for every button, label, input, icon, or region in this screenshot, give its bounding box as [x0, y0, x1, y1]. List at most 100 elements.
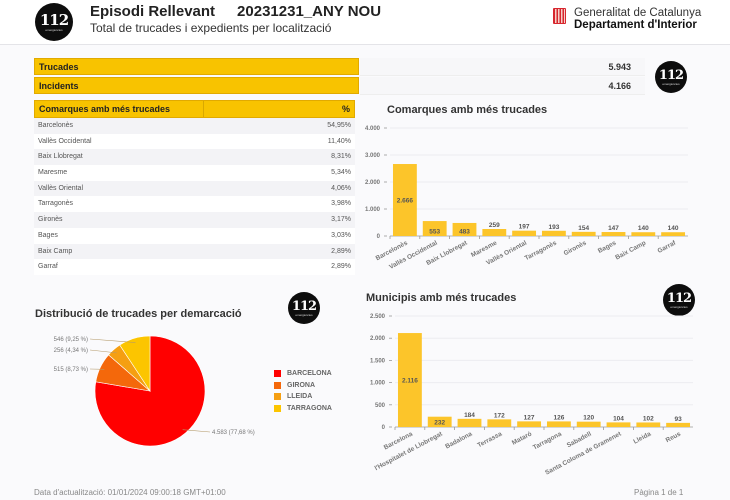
legend-item: TARRAGONA [274, 403, 332, 415]
table-header-name: Comarques amb més trucades [35, 101, 204, 117]
chart-demarcacio: 4.583 (77,68 %) 515 (8,73 %) 256 (4,34 %) 5… [54, 335, 255, 447]
page-subtitle: Total de trucades i expedients per local… [90, 21, 332, 35]
comarca-name: Baix Llobregat [38, 153, 83, 161]
table-row: Maresme 5,34% [34, 165, 355, 181]
y-tick-label: 2.000 [370, 336, 386, 342]
comarca-name: Maresme [38, 169, 68, 177]
y-tick-label: 4.000 [365, 126, 381, 132]
pie-leader-line [182, 429, 211, 433]
bar-value-label: 193 [548, 224, 559, 231]
y-tick-label: 1.000 [365, 207, 381, 213]
bar [457, 418, 482, 427]
y-tick-label: 1.000 [370, 381, 386, 387]
bar-value-label: 2.116 [402, 378, 418, 385]
comarca-pct: 54,95% [327, 122, 351, 129]
x-category-label: Lleida [632, 430, 652, 445]
comarca-pct: 11,40% [327, 137, 351, 145]
bar-value-label: 154 [578, 225, 589, 232]
bar [487, 419, 512, 427]
x-category-label: Terrassa [476, 430, 503, 449]
logo-112: 112 emergències [35, 3, 73, 41]
bar [601, 232, 626, 236]
comarca-name: Barcelonès [38, 122, 74, 129]
bar [427, 416, 452, 427]
pie-leader-line [89, 338, 136, 343]
legend-swatch [274, 404, 281, 412]
legend-item: BARCELONA [274, 368, 332, 380]
y-tick-label: 1.500 [370, 358, 386, 364]
comarques-table: Comarques amb més trucades % Barcelonès 5… [34, 100, 355, 275]
comarca-pct: 3,17% [331, 216, 351, 224]
x-category-label: Garraf [657, 239, 678, 255]
y-tick-label: 2.500 [370, 314, 386, 320]
bar-value-label: 120 [583, 415, 594, 422]
bar-value-label: 140 [668, 225, 679, 232]
bar-value-label: 232 [434, 420, 445, 427]
pie-slice-label: 546 (9,25 %) [54, 337, 88, 343]
update-timestamp: Data d'actualització: 01/01/2024 09:00:1… [34, 488, 226, 497]
y-tick-label: 500 [375, 403, 386, 409]
x-category-label: Gironès [563, 239, 588, 257]
logo-112-pie: 112 emergències [288, 292, 320, 324]
bar [397, 333, 422, 427]
logo-112-kpi: 112 emergències [655, 61, 687, 93]
bar [666, 422, 691, 427]
pie-slice-label: 256 (4,34 %) [54, 348, 88, 354]
x-category-label: Badalona [444, 430, 473, 450]
x-category-label: Reus [665, 430, 683, 444]
chart-comarques-title: Comarques amb més trucades [387, 104, 548, 116]
bar [517, 421, 542, 427]
kpi-label-incidents: Incidents [34, 77, 359, 94]
table-row: Baix Llobregat 8,31% [34, 149, 355, 166]
page-title: Episodi Rellevant 20231231_ANY NOU [90, 3, 381, 20]
pie-legend: BARCELONA GIRONA LLEIDA TARRAGONA [274, 368, 332, 414]
chart-demarcacio-title: Distribució de trucades per demarcació [35, 308, 242, 320]
bar-value-label: 2.666 [397, 198, 414, 205]
bar-value-label: 197 [519, 224, 530, 231]
comarca-name: Vallès Occidental [38, 137, 92, 145]
comarca-name: Vallès Oriental [38, 184, 84, 192]
table-row: Baix Camp 2,89% [34, 243, 355, 260]
bar-value-label: 483 [459, 229, 470, 236]
comarca-pct: 4,06% [331, 184, 351, 192]
org-department: Departament d'Interior [574, 19, 697, 31]
table-row: Vallès Occidental 11,40% [34, 133, 355, 150]
table-row: Barcelonès 54,95% [34, 118, 355, 134]
bar-value-label: 184 [464, 412, 475, 419]
x-category-label: Mataró [511, 431, 533, 447]
chart-municipis: 05001.0001.5002.0002.5002.116Barcelona23… [370, 314, 693, 477]
table-row: Gironès 3,17% [34, 212, 355, 228]
legend-swatch [274, 370, 281, 378]
pie-leader-line [89, 349, 117, 354]
comarca-name: Garraf [38, 263, 58, 271]
bar [422, 221, 447, 236]
table-row: Bages 3,03% [34, 227, 355, 244]
comarca-pct: 3,03% [331, 231, 351, 239]
table-row: Garraf 2,89% [34, 259, 355, 275]
pie-slice-label: 4.583 (77,68 %) [212, 430, 255, 436]
comarca-pct: 8,31% [331, 153, 351, 161]
bar [571, 231, 596, 236]
bar-value-label: 126 [553, 414, 564, 421]
bar [631, 232, 656, 236]
bar-value-label: 102 [643, 415, 654, 422]
bar-value-label: 147 [608, 225, 619, 232]
bar [546, 421, 571, 427]
page-number: Pàgina 1 de 1 [634, 488, 684, 497]
comarca-name: Gironès [38, 216, 63, 224]
y-tick-label: 0 [377, 234, 381, 240]
table-row: Tarragonès 3,98% [34, 196, 355, 213]
legend-label: BARCELONA [287, 370, 332, 378]
kpi-label-trucades: Trucades [34, 58, 359, 75]
y-tick-label: 0 [382, 425, 386, 431]
legend-swatch [274, 381, 281, 389]
kpi-value-incidents: 4.166 [360, 77, 645, 95]
comarca-name: Tarragonès [38, 200, 74, 208]
bar [636, 422, 661, 427]
pie-slice-label: 515 (8,73 %) [54, 367, 88, 373]
bar [541, 230, 566, 236]
bar [512, 230, 537, 236]
bar-value-label: 553 [429, 229, 440, 236]
episode-code: 20231231_ANY NOU [237, 3, 382, 20]
pie-slice [119, 335, 151, 393]
